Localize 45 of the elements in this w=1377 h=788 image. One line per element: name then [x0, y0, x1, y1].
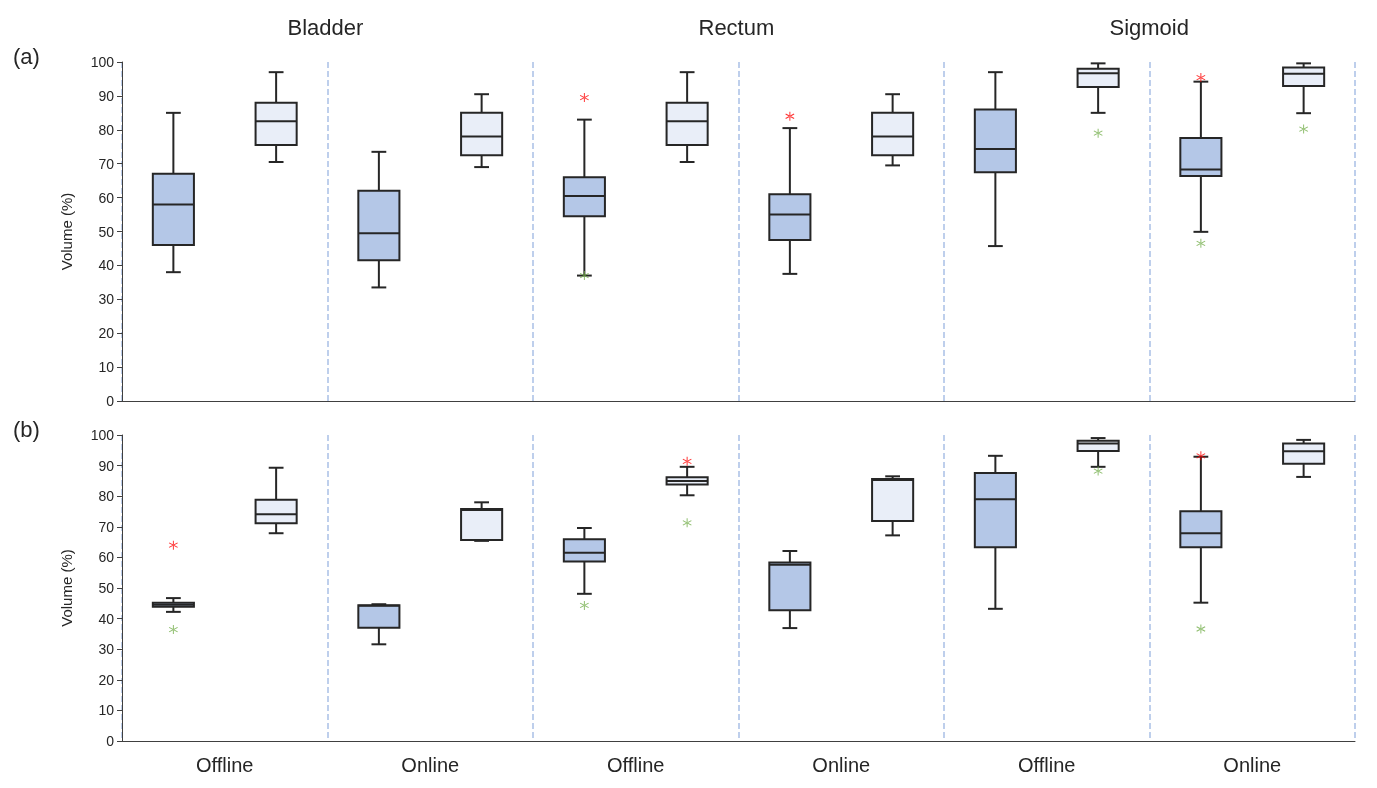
x-tick-label: Online [401, 754, 460, 776]
y-tick-label: 90 [98, 87, 115, 104]
y-tick-label: 80 [98, 488, 115, 505]
y-tick-label: 10 [98, 359, 115, 376]
point [1196, 624, 1206, 634]
point [1196, 73, 1206, 83]
y-tick-label: 70 [98, 155, 115, 172]
x-tick-label: Online [1223, 754, 1282, 776]
y-tick-label: 40 [98, 257, 115, 274]
y-tick-label: 70 [98, 518, 115, 535]
y-tick-label: 90 [98, 457, 115, 474]
y-tick-label: 10 [98, 702, 115, 719]
y-tick-label: 100 [90, 427, 115, 443]
text: Bladder [287, 14, 364, 40]
y-tick-label: 60 [98, 189, 115, 206]
point [579, 600, 589, 610]
point [1196, 451, 1206, 461]
chart-title: (a) [13, 43, 40, 69]
y-tick-label: 20 [98, 325, 115, 342]
point [579, 271, 589, 281]
x-tick-label: Online [812, 754, 871, 776]
point [785, 111, 795, 121]
y-tick-label: 20 [98, 671, 115, 688]
point [168, 540, 178, 550]
y-tick-label: 0 [106, 393, 115, 409]
y-tick-label: 0 [106, 733, 115, 749]
y-tick-label: 50 [98, 580, 115, 596]
y-tick-label: 80 [98, 121, 115, 138]
y-tick-label: 100 [90, 54, 115, 70]
point [1196, 238, 1206, 248]
y-tick-label: 30 [98, 291, 115, 308]
y-tick-label: 40 [98, 610, 115, 627]
text: Sigmoid [1109, 14, 1189, 40]
x-tick-label: Offline [196, 754, 254, 776]
y-tick-label: 50 [98, 223, 115, 240]
chart-title: (b) [13, 416, 40, 442]
point [168, 625, 178, 635]
text: Rectum [698, 14, 775, 40]
y-axis-title: Volume (%) [58, 549, 75, 627]
y-tick-label: 30 [98, 641, 115, 658]
y-tick-label: 60 [98, 549, 115, 566]
point [579, 93, 589, 103]
x-tick-label: Offline [1018, 754, 1076, 776]
x-tick-label: Offline [607, 754, 665, 776]
y-axis-title: Volume (%) [58, 192, 75, 271]
